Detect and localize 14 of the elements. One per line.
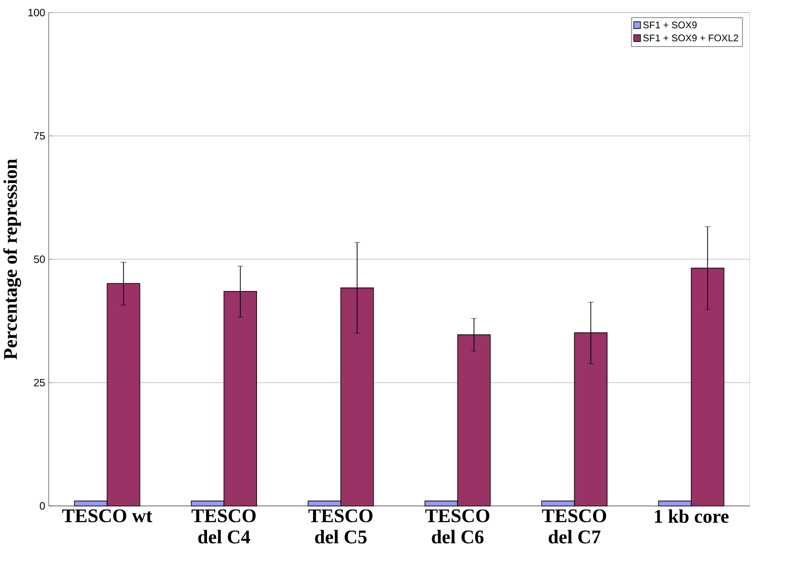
y-tick-label: 100 (28, 8, 45, 16)
legend-label: SF1 + SOX9 (643, 22, 697, 28)
x-tick-label: TESCO del C5 (308, 509, 372, 544)
x-tick-label: TESCO del C6 (425, 509, 490, 544)
y-tick-label: 50 (34, 255, 45, 263)
x-tick-label: TESCO del C4 (192, 509, 256, 544)
y-tick-label: 25 (34, 378, 45, 386)
x-tick-label: TESCO del C7 (542, 509, 606, 544)
y-tick-label: 75 (34, 132, 45, 140)
x-tick-label: TESCO wt (62, 509, 152, 522)
legend-label: SF1 + SOX9 + FOXL2 (643, 34, 738, 42)
y-axis-title: Percentage of repression (3, 158, 22, 360)
x-tick-label: 1 kb core (654, 509, 729, 523)
y-tick-label: 0 (40, 502, 45, 510)
